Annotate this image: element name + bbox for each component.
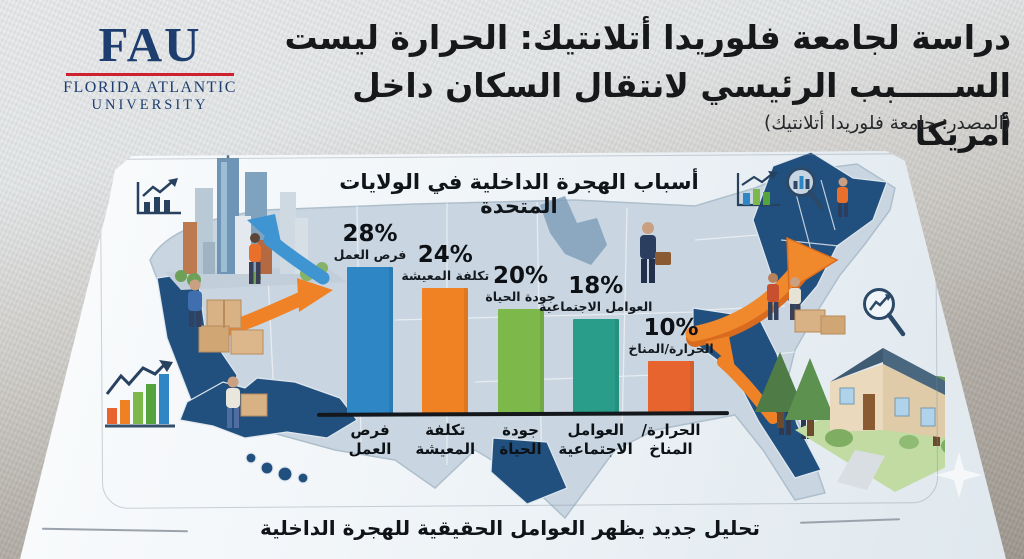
hawaii-island bbox=[297, 472, 309, 484]
fau-logo-rule bbox=[66, 73, 234, 76]
x-label-climate: الحرارة/ المناخ bbox=[641, 421, 701, 458]
fau-logo-line2: UNIVERSITY bbox=[91, 97, 209, 114]
x-label-cost: تكلفة المعيشة bbox=[415, 421, 476, 458]
state-alaska bbox=[179, 377, 358, 439]
x-label-social: العوامل الاجتماعية bbox=[558, 421, 633, 458]
hawaii-island bbox=[260, 461, 274, 475]
bar-group-climate: 10% الحرارة/المناخ bbox=[628, 314, 714, 414]
bar-value: 28% bbox=[342, 220, 398, 247]
x-label-quality: جودة الحياة bbox=[499, 421, 542, 458]
bar-label: تكلفة المعيشة bbox=[401, 268, 490, 283]
fau-logo-acronym: FAU bbox=[98, 17, 202, 72]
boxes-west bbox=[198, 299, 264, 355]
bar-label: الحرارة/المناخ bbox=[628, 341, 714, 356]
person-northeast bbox=[837, 177, 848, 217]
chart-x-labels: فرص العمل تكلفة المعيشة جودة الحياة العو… bbox=[333, 421, 708, 459]
orange-arrow-florida-head bbox=[705, 336, 735, 368]
hawaii-island bbox=[277, 466, 293, 482]
bar-jobs bbox=[347, 267, 393, 414]
bush bbox=[825, 429, 853, 447]
bar-value: 18% bbox=[568, 272, 624, 299]
headline-line2: الســـــبب الرئيسي لانتقال السكان داخل أ… bbox=[352, 65, 1011, 153]
bar-heat-climate bbox=[648, 361, 694, 414]
bar-group-quality: 20% جودة الحياة bbox=[484, 264, 558, 414]
bar-value: 20% bbox=[492, 262, 549, 289]
person-west bbox=[188, 279, 202, 327]
fau-logo: FAU FLORIDA ATLANTIC UNIVERSITY bbox=[52, 20, 248, 114]
pine-tree bbox=[785, 358, 835, 420]
fau-logo-line1: FLORIDA ATLANTIC bbox=[63, 79, 237, 96]
chart-title: أسباب الهجرة الداخلية في الولايات المتحد… bbox=[339, 170, 699, 218]
pine-tree bbox=[755, 352, 805, 412]
state-texas bbox=[490, 437, 568, 505]
bar-label: فرص العمل bbox=[333, 247, 407, 262]
trend-chart-icon bbox=[133, 178, 185, 222]
magnifier-trend-icon bbox=[860, 286, 910, 344]
x-label-jobs: فرص العمل bbox=[348, 421, 392, 458]
bar-value: 10% bbox=[643, 314, 699, 341]
bar-cost-of-living bbox=[422, 288, 469, 414]
bush bbox=[899, 435, 919, 449]
orange-arrow-west-head bbox=[297, 278, 333, 312]
main-headline: دراسة لجامعة فلوريدا أتلانتيك: الحرارة ل… bbox=[271, 14, 1011, 158]
bottom-caption: تحليل جديد يظهر العوامل الحقيقية للهجرة … bbox=[259, 516, 761, 540]
bar-group-cost: 24% تكلفة المعيشة bbox=[401, 241, 489, 414]
hawaii-island bbox=[245, 452, 257, 464]
person-walking-orange bbox=[249, 233, 261, 284]
bar-value: 24% bbox=[417, 241, 473, 268]
blue-arrow-head bbox=[247, 214, 283, 252]
bar-chart: 28% فرص العمل 24% تكلفة المعيشة 20% جودة… bbox=[333, 218, 714, 414]
bar-chart-color-icon bbox=[103, 360, 177, 432]
bar-group-social: 18% العوامل الاجتماعية bbox=[539, 272, 652, 414]
magnifier-bar-chart-icon bbox=[784, 166, 828, 216]
source-line: (المصدر: جامعة فلوريدا أتلانتيك) bbox=[764, 113, 1011, 134]
bar-label: العوامل الاجتماعية bbox=[539, 299, 653, 314]
growth-chart-small-icon bbox=[734, 171, 782, 213]
pair-with-boxes-east bbox=[767, 273, 846, 335]
businessman-michigan bbox=[640, 222, 671, 283]
bar-group-jobs: 28% فرص العمل bbox=[333, 222, 407, 414]
great-lakes bbox=[540, 196, 607, 265]
orange-arrow-east-head bbox=[786, 236, 839, 292]
bar-quality-of-life bbox=[497, 309, 544, 414]
sparkle-icon bbox=[936, 452, 982, 498]
bar-social-factors bbox=[572, 319, 619, 414]
bar-label: جودة الحياة bbox=[485, 289, 556, 304]
headline-line1: دراسة لجامعة فلوريدا أتلانتيك: الحرارة ل… bbox=[284, 18, 1011, 57]
person-alaska bbox=[226, 376, 268, 428]
